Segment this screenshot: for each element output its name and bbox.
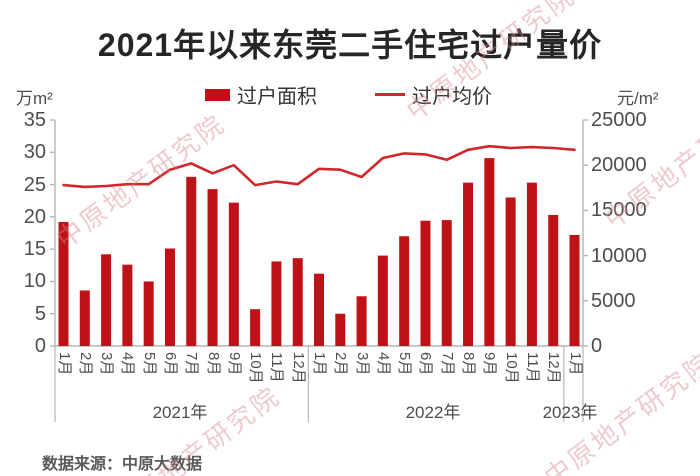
left-axis-tick-label: 15	[23, 238, 46, 261]
month-label-9: 10月	[247, 352, 265, 384]
left-axis-tick-label: 20	[23, 205, 46, 228]
bar-6月-5	[164, 248, 175, 346]
left-axis-tick-label: 10	[23, 270, 46, 293]
bar-9月-20	[484, 158, 495, 346]
month-label-14: 3月	[353, 352, 371, 376]
month-label-16: 5月	[396, 352, 414, 376]
month-label-13: 2月	[332, 352, 350, 376]
legend: 过户面积 过户均价	[205, 80, 492, 109]
right-axis-tick-label: 25000	[591, 109, 647, 131]
bar-10月-21	[505, 197, 516, 346]
month-label-11: 12月	[289, 352, 307, 384]
legend-item-area: 过户面积	[205, 80, 317, 109]
left-axis-tick-label: 35	[23, 109, 46, 131]
right-axis-tick-label: 10000	[591, 244, 647, 267]
year-label-2023: 2023年	[542, 403, 598, 422]
bar-8月-19	[463, 182, 474, 346]
bar-8月-7	[207, 189, 218, 346]
bar-12月-11	[292, 258, 303, 346]
bar-4月-15	[377, 255, 388, 346]
left-axis-unit: 万m²	[16, 89, 53, 108]
bar-2月-13	[335, 313, 346, 346]
bar-4月-3	[122, 264, 133, 346]
month-label-4: 5月	[140, 352, 158, 376]
month-label-21: 10月	[502, 352, 520, 384]
month-label-23: 12月	[545, 352, 563, 384]
bar-11月-22	[526, 182, 537, 346]
month-label-6: 7月	[183, 352, 201, 376]
left-axis-tick-label: 25	[23, 173, 46, 196]
month-label-3: 4月	[119, 352, 137, 376]
legend-label-area: 过户面积	[237, 86, 317, 108]
left-axis-tick-label: 5	[34, 302, 46, 325]
month-label-0: 1月	[55, 352, 73, 376]
year-label-2022: 2022年	[405, 403, 461, 422]
bar-12月-23	[548, 214, 559, 346]
right-axis-tick-label: 5000	[591, 289, 636, 312]
month-label-20: 9月	[481, 352, 499, 376]
bar-1月-0	[58, 222, 69, 346]
month-label-19: 8月	[460, 352, 478, 376]
month-label-5: 6月	[161, 352, 179, 376]
month-label-8: 9月	[225, 352, 243, 376]
bar-5月-4	[143, 281, 154, 346]
month-label-15: 4月	[374, 352, 392, 376]
right-axis-tick-label: 15000	[591, 199, 647, 222]
bar-10月-9	[250, 309, 261, 346]
month-label-24: 1月	[566, 352, 584, 376]
left-axis-tick-label: 30	[23, 141, 46, 164]
month-label-18: 7月	[438, 352, 456, 376]
right-axis-tick-label: 0	[591, 335, 603, 357]
bar-11月-10	[271, 261, 282, 346]
month-label-10: 11月	[268, 352, 286, 383]
month-label-12: 1月	[311, 352, 328, 376]
left-axis-tick-label: 0	[34, 335, 46, 357]
bar-2月-1	[79, 290, 90, 346]
line-series-swatch-icon	[375, 93, 405, 96]
bar-1月-12	[314, 273, 324, 346]
month-label-17: 6月	[417, 352, 435, 376]
month-label-7: 8月	[204, 352, 222, 376]
month-label-1: 2月	[76, 352, 94, 376]
data-source-note: 数据来源：中原大数据	[42, 456, 203, 473]
price-line	[62, 144, 576, 189]
bar-6月-17	[420, 220, 431, 346]
bar-series-swatch-icon	[205, 88, 230, 101]
bar-3月-2	[101, 254, 112, 346]
right-axis-unit: 元/m²	[617, 89, 659, 108]
legend-item-price: 过户均价	[375, 80, 492, 109]
right-axis-tick-label: 20000	[591, 154, 647, 177]
bar-9月-8	[228, 202, 239, 346]
bar-7月-18	[441, 220, 452, 346]
legend-label-price: 过户均价	[412, 86, 492, 108]
bar-7月-6	[186, 176, 197, 346]
month-label-22: 11月	[523, 352, 541, 383]
year-label-2021: 2021年	[152, 403, 208, 422]
chart-title: 2021年以来东莞二手住宅过户量价	[97, 27, 603, 63]
bar-1月-24	[569, 234, 580, 346]
month-label-2: 3月	[98, 352, 116, 376]
bar-5月-16	[399, 236, 410, 346]
bar-3月-14	[356, 296, 367, 346]
